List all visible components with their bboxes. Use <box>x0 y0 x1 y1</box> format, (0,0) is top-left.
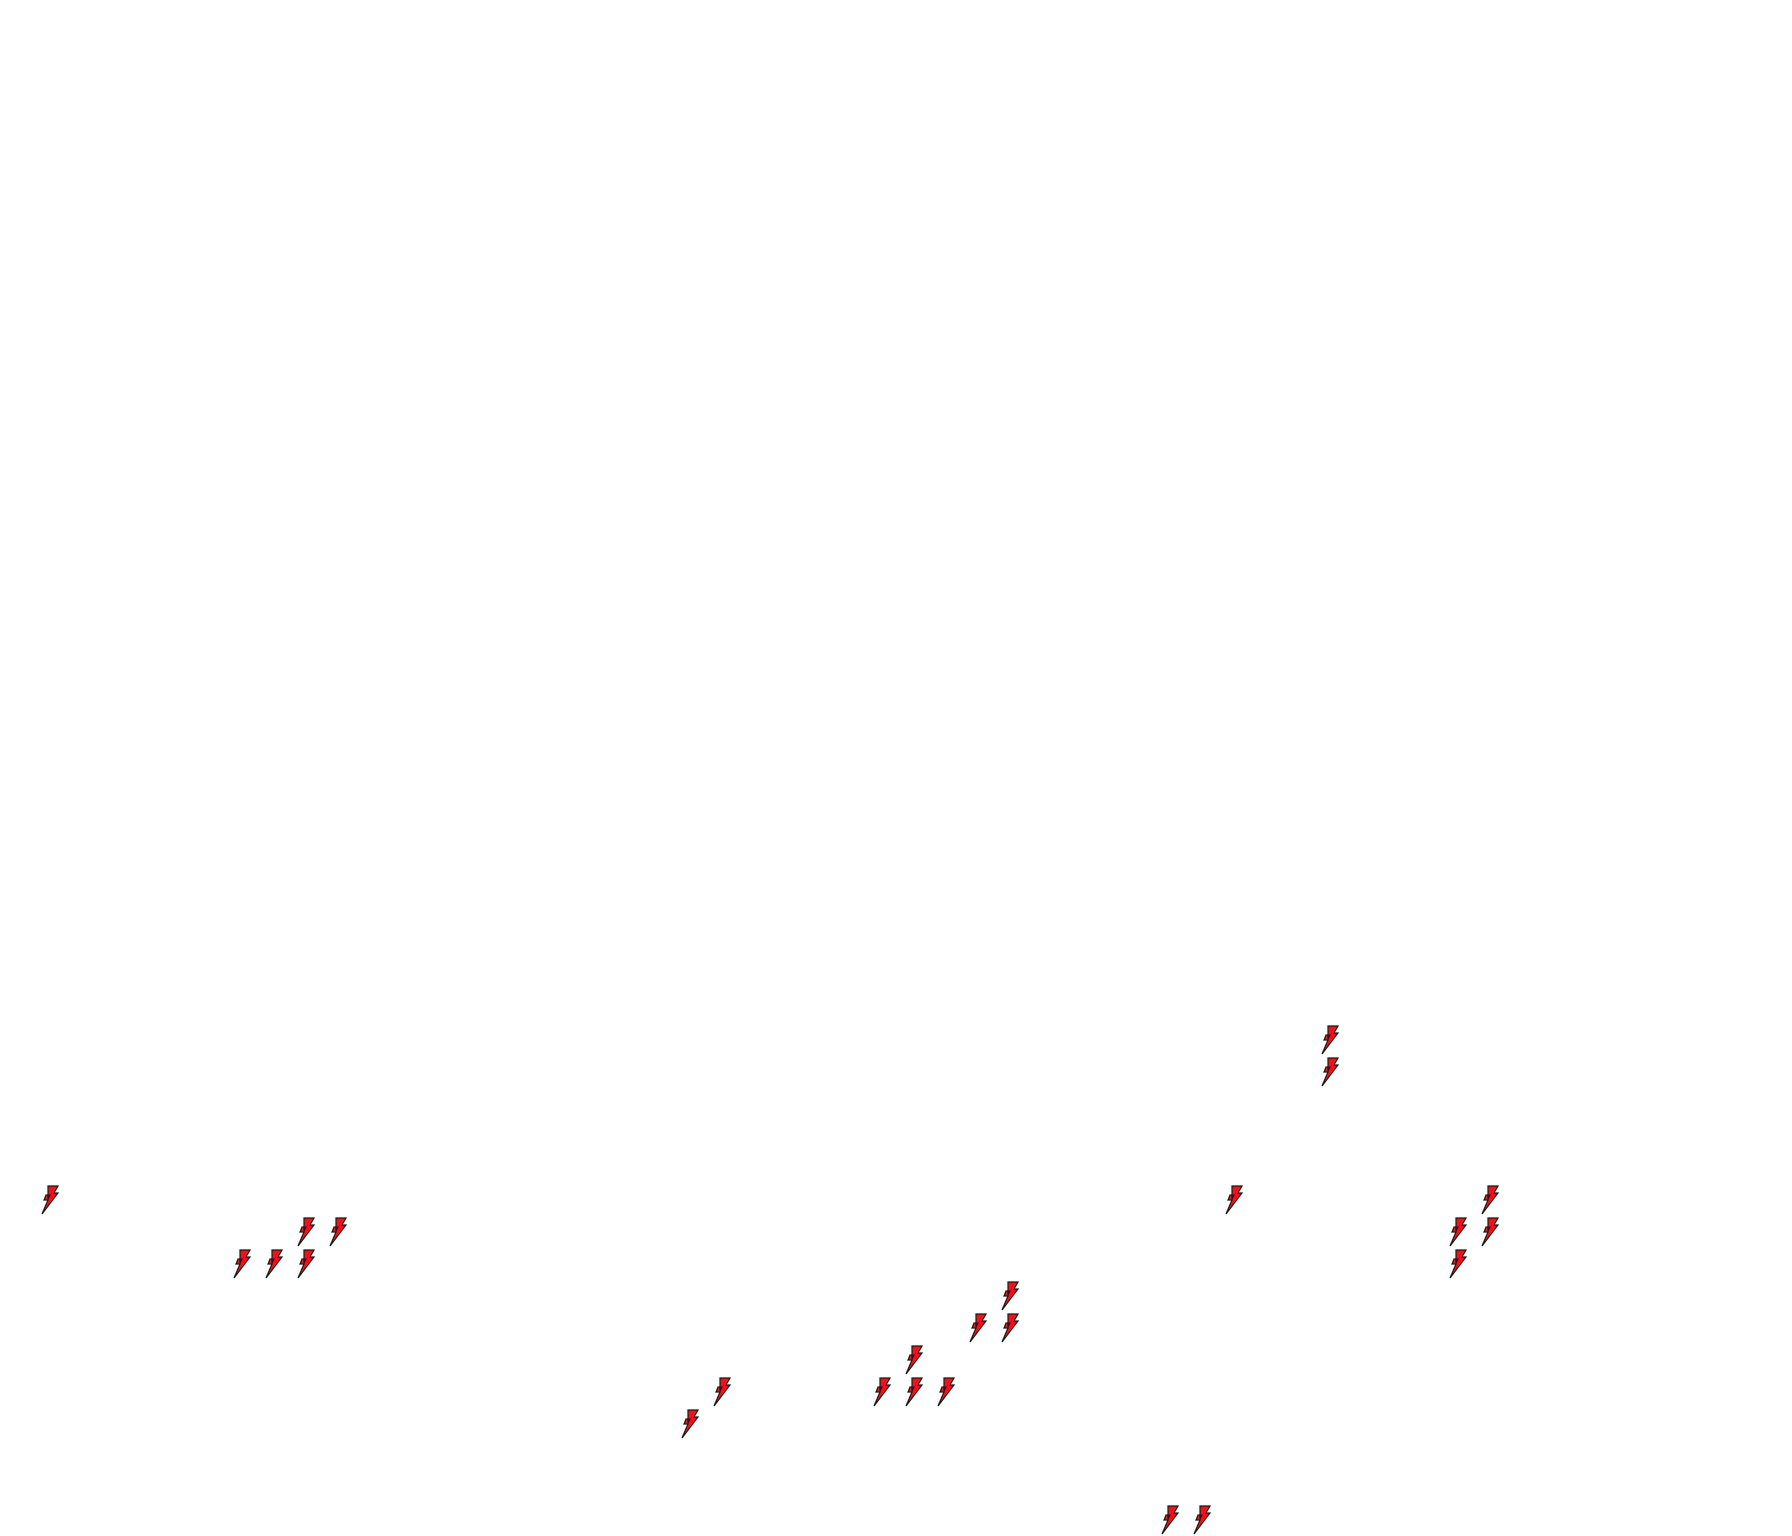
lightning-bolt-icon[interactable] <box>904 1377 924 1407</box>
lightning-bolt-icon[interactable] <box>712 1377 732 1407</box>
lightning-bolt-icon[interactable] <box>1480 1217 1500 1247</box>
lightning-bolt-icon[interactable] <box>1000 1281 1020 1311</box>
lightning-bolt-icon[interactable] <box>1320 1025 1340 1055</box>
lightning-bolt-icon[interactable] <box>1224 1185 1244 1215</box>
lightning-bolt-icon[interactable] <box>232 1249 252 1279</box>
lightning-bolt-icon[interactable] <box>680 1409 700 1439</box>
lightning-bolt-icon[interactable] <box>936 1377 956 1407</box>
lightning-bolt-icon[interactable] <box>904 1345 924 1375</box>
lightning-bolt-icon[interactable] <box>328 1217 348 1247</box>
lightning-bolt-icon[interactable] <box>1192 1505 1212 1535</box>
lightning-bolt-icon[interactable] <box>264 1249 284 1279</box>
lightning-bolt-icon[interactable] <box>1480 1185 1500 1215</box>
lightning-bolt-icon[interactable] <box>40 1185 60 1215</box>
lightning-bolt-icon[interactable] <box>968 1313 988 1343</box>
lightning-bolt-icon[interactable] <box>1448 1217 1468 1247</box>
lightning-bolt-icon[interactable] <box>1320 1057 1340 1087</box>
lightning-bolt-icon[interactable] <box>1000 1313 1020 1343</box>
lightning-bolt-icon[interactable] <box>1448 1249 1468 1279</box>
lightning-bolt-icon[interactable] <box>296 1249 316 1279</box>
lightning-bolt-icon[interactable] <box>872 1377 892 1407</box>
lightning-bolt-icon[interactable] <box>296 1217 316 1247</box>
lightning-bolt-icon[interactable] <box>1160 1505 1180 1535</box>
